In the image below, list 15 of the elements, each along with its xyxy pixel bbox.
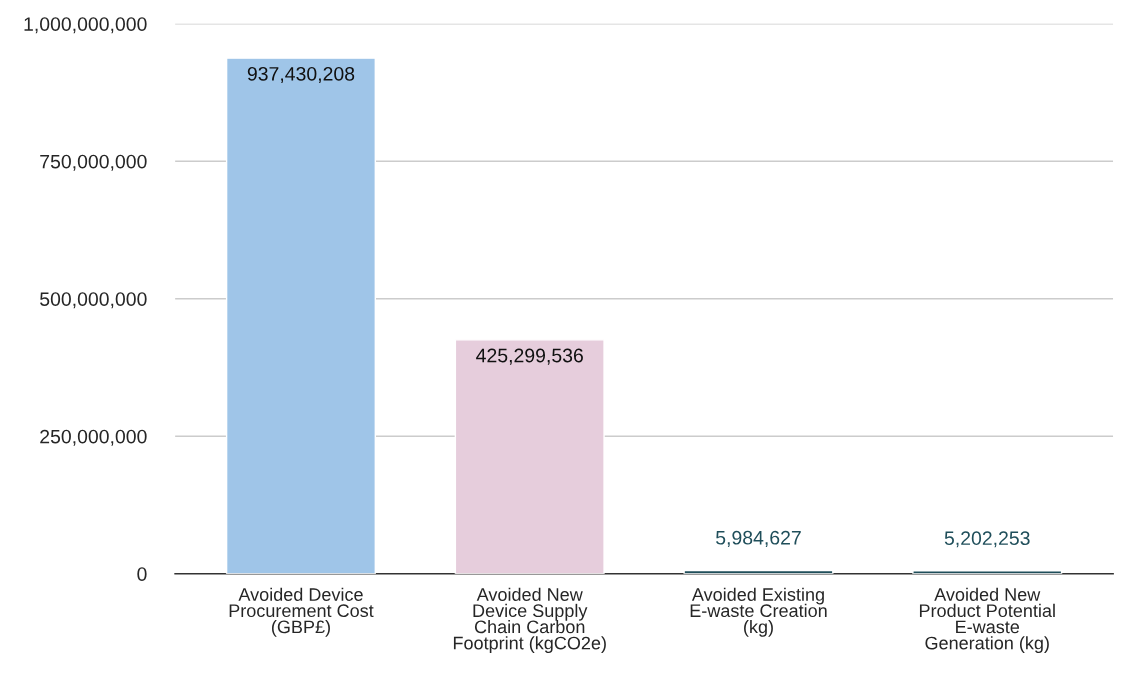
data-label: 5,984,627 xyxy=(716,530,801,547)
y-tick-label: 1,000,000,000 xyxy=(24,17,147,34)
x-tick-label: Avoided New Device Supply Chain Carbon Footprint (kgCO2e) xyxy=(453,587,606,654)
data-label: 937,430,208 xyxy=(247,66,355,84)
bar xyxy=(225,57,377,574)
x-tick-label: Avoided Device Procurement Cost (GBP£) xyxy=(229,587,374,637)
data-label: 425,299,536 xyxy=(476,348,583,365)
y-tick-label: 0 xyxy=(137,567,147,581)
bar xyxy=(454,339,605,574)
y-tick-label: 750,000,000 xyxy=(40,154,147,171)
x-tick-label: Avoided New Product Potential E-waste Generation (kg) xyxy=(919,587,1055,654)
x-tick-label: Avoided Existing E-waste Creation (kg) xyxy=(690,587,827,637)
y-tick-label: 250,000,000 xyxy=(40,429,147,446)
data-label: 5,202,253 xyxy=(944,531,1030,548)
y-tick-label: 500,000,000 xyxy=(40,292,147,309)
